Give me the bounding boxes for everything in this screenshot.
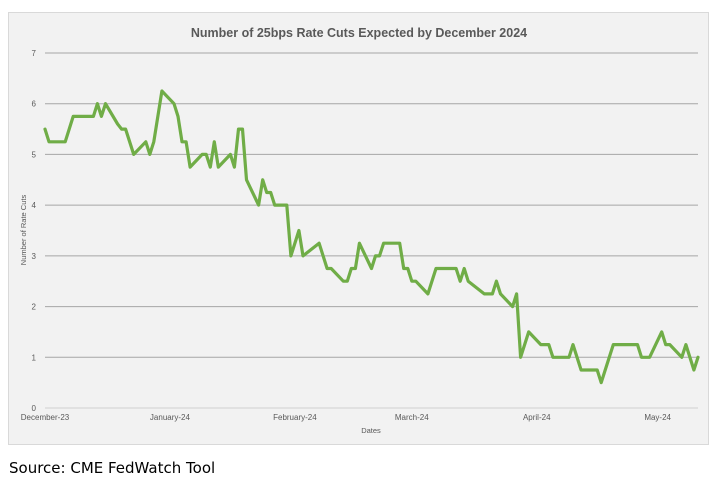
x-tick-label: March-24 xyxy=(395,413,429,422)
x-tick-label: January-24 xyxy=(150,413,191,422)
y-tick-label: 0 xyxy=(32,404,37,413)
x-tick-label: May-24 xyxy=(644,413,671,422)
series-line xyxy=(43,89,700,385)
y-tick-label: 6 xyxy=(32,100,37,109)
y-tick-label: 7 xyxy=(32,49,37,58)
x-axis-label: Dates xyxy=(361,426,381,435)
chart-title: Number of 25bps Rate Cuts Expected by De… xyxy=(191,26,527,40)
source-note: Source: CME FedWatch Tool xyxy=(9,459,216,477)
chart-frame xyxy=(8,12,709,445)
y-tick-label: 2 xyxy=(32,303,37,312)
y-tick-label: 1 xyxy=(32,353,37,362)
y-axis-label: Number of Rate Cuts xyxy=(19,195,28,266)
x-tick-label: December-23 xyxy=(21,413,70,422)
y-tick-label: 5 xyxy=(32,150,37,159)
x-tick-label: February-24 xyxy=(273,413,317,422)
x-tick-label: April-24 xyxy=(523,413,551,422)
y-tick-label: 4 xyxy=(32,201,37,210)
y-tick-label: 3 xyxy=(32,252,37,261)
